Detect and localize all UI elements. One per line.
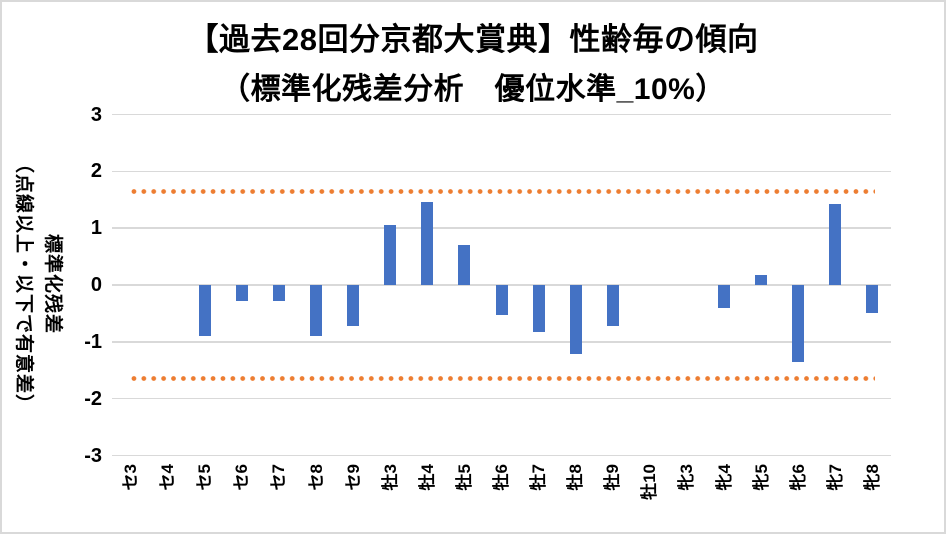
bar bbox=[495, 285, 508, 315]
gridline bbox=[112, 113, 891, 116]
x-category-label: 牡8 bbox=[566, 464, 586, 491]
x-category-label: セ8 bbox=[306, 464, 326, 491]
gridline bbox=[112, 170, 891, 173]
bar bbox=[606, 285, 619, 327]
x-category-label: 牡9 bbox=[603, 464, 623, 491]
y-axis-title-line2: （点線以上・以下で有意差） bbox=[13, 153, 34, 414]
gridline bbox=[112, 397, 891, 400]
bar bbox=[829, 203, 842, 285]
chart-title: 【過去28回分京都大賞典】性齢毎の傾向 bbox=[187, 22, 759, 57]
x-category-label: セ3 bbox=[121, 464, 141, 491]
bar bbox=[235, 285, 248, 302]
x-category-label: 牡5 bbox=[454, 464, 474, 491]
x-category-label: セ9 bbox=[343, 464, 363, 491]
y-tick-label: 1 bbox=[90, 217, 102, 240]
x-category-label: 牝5 bbox=[751, 464, 771, 491]
bar bbox=[866, 285, 879, 314]
x-category-label: 牝4 bbox=[714, 464, 734, 491]
x-category-label: 牡6 bbox=[492, 464, 511, 491]
x-category-label: 牡10 bbox=[640, 464, 660, 500]
gridline bbox=[112, 341, 891, 343]
bar bbox=[272, 285, 285, 302]
y-tick-label: -1 bbox=[84, 330, 102, 353]
x-category-label: 牡3 bbox=[380, 464, 400, 491]
y-tick-label: -2 bbox=[84, 387, 102, 410]
bar bbox=[310, 285, 323, 337]
bar bbox=[421, 202, 434, 285]
x-category-label: 牝7 bbox=[825, 464, 845, 491]
bar bbox=[718, 285, 731, 308]
bar bbox=[755, 275, 768, 285]
bar bbox=[532, 285, 545, 333]
bar bbox=[347, 285, 360, 327]
upper-threshold-line bbox=[129, 189, 875, 194]
x-category-label: セ6 bbox=[232, 464, 252, 491]
x-category-label: 牡7 bbox=[529, 464, 549, 491]
bar bbox=[198, 285, 211, 337]
bar bbox=[792, 285, 805, 362]
x-category-label: セ7 bbox=[269, 464, 289, 491]
bar bbox=[384, 225, 397, 285]
y-tick-label: 0 bbox=[90, 274, 102, 296]
y-tick-label: 2 bbox=[90, 160, 102, 183]
x-category-label: 牝8 bbox=[862, 464, 882, 491]
gridline bbox=[112, 454, 891, 457]
gridline bbox=[112, 227, 891, 229]
y-tick-label: 3 bbox=[90, 103, 102, 126]
x-category-label: 牝3 bbox=[677, 464, 697, 491]
bar bbox=[569, 285, 582, 355]
lower-threshold-line bbox=[129, 375, 875, 381]
bar bbox=[458, 244, 471, 285]
x-category-label: セ5 bbox=[195, 464, 215, 491]
x-category-label: 牡4 bbox=[417, 464, 437, 491]
y-tick-label: -3 bbox=[84, 444, 102, 467]
x-category-label: 牝6 bbox=[788, 464, 808, 491]
chart-subtitle: （標準化残差分析 優位水準_10%） bbox=[220, 73, 726, 106]
x-category-label: セ4 bbox=[158, 464, 178, 491]
